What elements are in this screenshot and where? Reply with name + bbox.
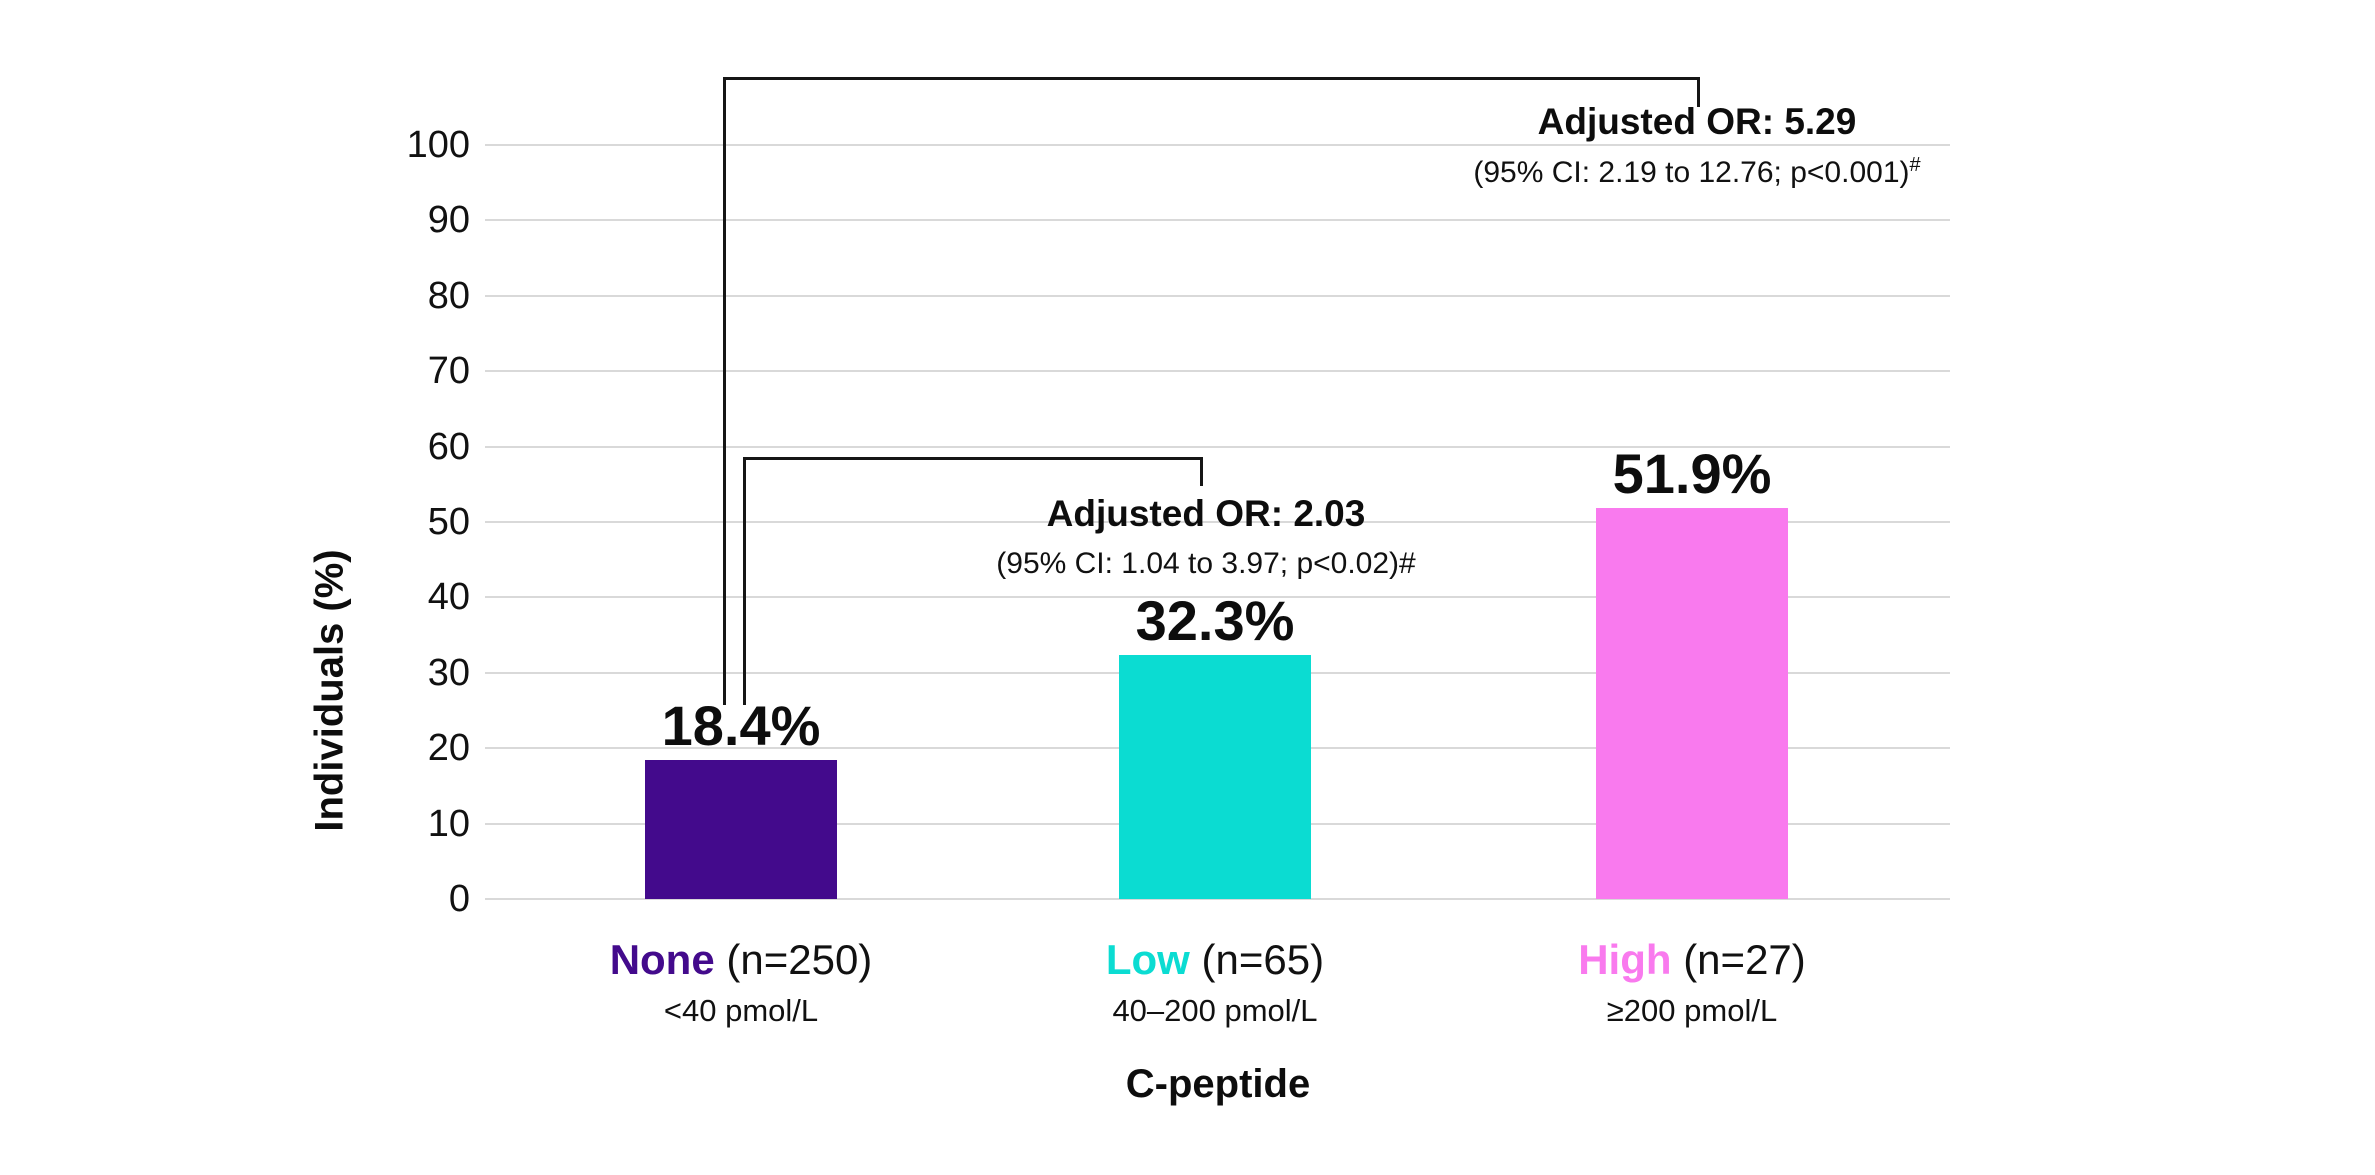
adjusted-or-annotation: Adjusted OR: 5.29 (95% CI: 2.19 to 12.76;… bbox=[1247, 100, 2147, 192]
y-tick-label: 50 bbox=[427, 501, 470, 543]
bracket-right-vertical bbox=[1697, 77, 1700, 107]
bracket-horizontal bbox=[743, 457, 1203, 460]
category-name: None bbox=[609, 936, 715, 983]
gridline bbox=[485, 445, 1950, 448]
y-tick-label: 90 bbox=[427, 199, 470, 242]
y-tick-label: 60 bbox=[427, 425, 470, 468]
bar-value-label: 18.4% bbox=[661, 694, 821, 758]
y-tick-label: 20 bbox=[427, 727, 470, 770]
bracket-horizontal bbox=[723, 77, 1700, 80]
gridline bbox=[485, 370, 1950, 373]
gridline bbox=[485, 596, 1950, 599]
category-label-high: High (n=27) ≥200 pmol/L bbox=[1432, 936, 1952, 1028]
gridline bbox=[485, 294, 1950, 297]
category-name-and-n: High (n=27) bbox=[1578, 936, 1806, 983]
y-tick-label: 70 bbox=[427, 350, 470, 393]
gridline bbox=[485, 898, 1950, 900]
category-name: Low bbox=[1105, 936, 1190, 983]
y-tick-label: 0 bbox=[448, 878, 470, 920]
category-range-label: ≥200 pmol/L bbox=[1606, 993, 1778, 1029]
category-range-label: 40–200 pmol/L bbox=[1112, 993, 1318, 1029]
bracket-left-vertical bbox=[743, 457, 746, 705]
adjusted-or-value: Adjusted OR: 2.03 bbox=[1046, 493, 1366, 534]
bracket-left-vertical bbox=[723, 77, 726, 705]
y-tick-label: 10 bbox=[427, 802, 470, 845]
y-tick-label: 100 bbox=[406, 124, 470, 166]
bar-high bbox=[1596, 507, 1788, 899]
gridline bbox=[485, 219, 1950, 222]
gridline bbox=[485, 144, 1950, 146]
category-label-none: None (n=250) <40 pmol/L bbox=[481, 936, 1001, 1028]
bar-none bbox=[645, 760, 837, 899]
bracket-right-vertical bbox=[1200, 457, 1203, 486]
category-range-label: <40 pmol/L bbox=[663, 993, 819, 1029]
adjusted-or-value: Adjusted OR: 5.29 bbox=[1537, 101, 1857, 142]
bar-value-label: 32.3% bbox=[1135, 589, 1295, 653]
confidence-interval-text: (95% CI: 2.19 to 12.76; p<0.001)# bbox=[1473, 154, 1921, 190]
x-axis-title: C-peptide bbox=[1125, 1062, 1311, 1106]
category-name-and-n: None (n=250) bbox=[609, 936, 873, 983]
category-label-low: Low (n=65) 40–200 pmol/L bbox=[955, 936, 1475, 1028]
category-name: High bbox=[1578, 936, 1672, 983]
adjusted-or-annotation: Adjusted OR: 2.03 (95% CI: 1.04 to 3.97; … bbox=[756, 492, 1656, 583]
y-tick-label: 80 bbox=[427, 274, 470, 317]
confidence-interval-text: (95% CI: 1.04 to 3.97; p<0.02)# bbox=[996, 547, 1416, 581]
category-name-and-n: Low (n=65) bbox=[1105, 936, 1325, 983]
gridline bbox=[485, 521, 1950, 523]
bar-low bbox=[1119, 655, 1311, 899]
bar-value-label: 51.9% bbox=[1612, 441, 1772, 505]
y-tick-label: 30 bbox=[427, 651, 470, 694]
y-tick-label: 40 bbox=[427, 576, 470, 619]
